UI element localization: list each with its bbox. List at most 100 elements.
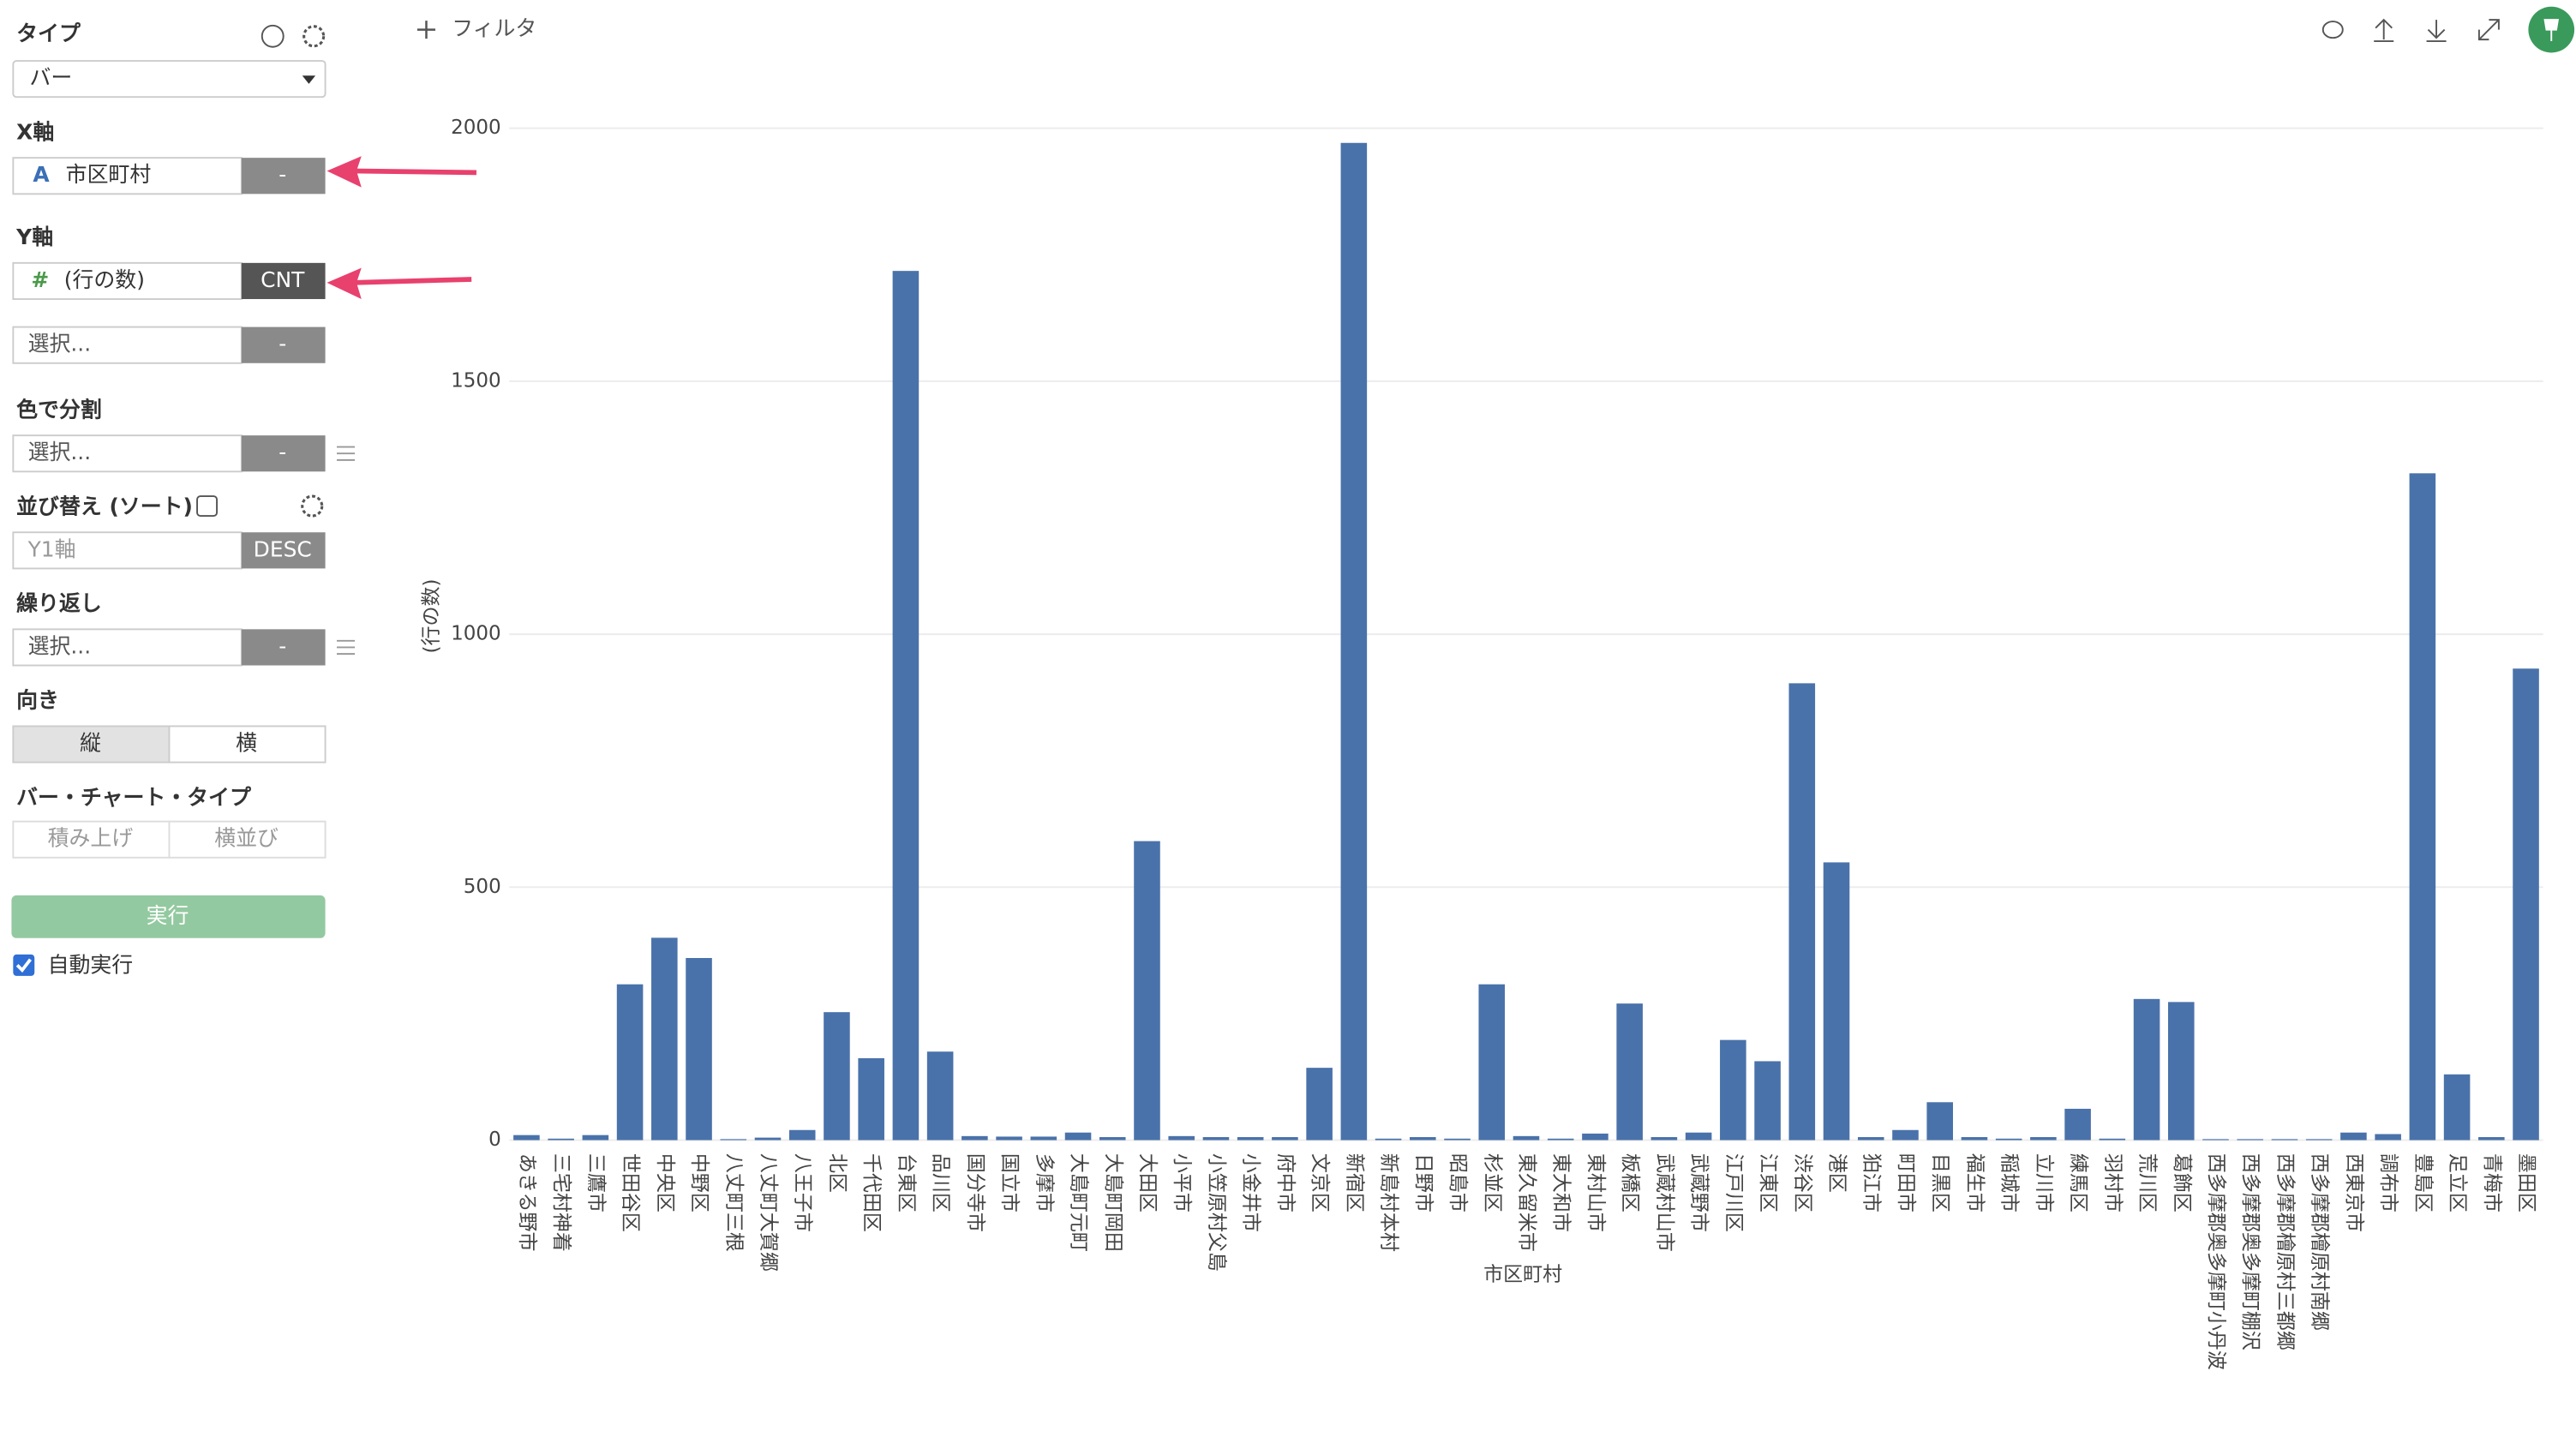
arrow-head <box>326 156 362 188</box>
x-agg-text: - <box>279 162 286 187</box>
x-tick-label: 豊島区 <box>2411 1153 2434 1212</box>
filter-button[interactable]: フィルタ <box>452 16 536 41</box>
share-icon[interactable] <box>2374 18 2394 42</box>
x-field[interactable] <box>12 157 243 195</box>
bar <box>1650 1137 1678 1141</box>
bar-type-option[interactable] <box>168 820 326 859</box>
orientation-label: 向き <box>16 688 59 713</box>
bar <box>2064 1108 2091 1141</box>
bar <box>1582 1133 1609 1141</box>
x-tick-label: 昭島市 <box>1447 1153 1469 1212</box>
bar <box>1168 1135 1195 1141</box>
bar <box>1616 1003 1643 1141</box>
repeat-field[interactable] <box>12 628 243 667</box>
x-tick-label: 東久留米市 <box>1515 1153 1537 1252</box>
toolbar: フィルタ <box>416 6 2575 53</box>
arrow <box>353 277 472 285</box>
bar <box>1547 1138 1574 1141</box>
x-tick-label: 世田谷区 <box>620 1153 642 1232</box>
bar <box>1823 862 1850 1141</box>
type-label: タイプ <box>16 21 81 45</box>
bar <box>824 1012 850 1141</box>
sort-order[interactable] <box>241 532 326 569</box>
repeat-agg[interactable] <box>241 629 326 666</box>
x-tick-label: 稲城市 <box>1998 1153 2021 1212</box>
x-agg[interactable] <box>241 158 326 195</box>
color-agg-text: - <box>279 440 286 464</box>
y-axis-label: Y軸 <box>15 225 53 249</box>
orientation-option[interactable] <box>168 725 326 763</box>
type-value: バー <box>30 65 73 90</box>
sort-settings-icon[interactable] <box>301 494 324 518</box>
x-tick-label: 荒川区 <box>2136 1153 2159 1212</box>
download-icon[interactable] <box>2426 20 2447 42</box>
bar <box>1202 1137 1230 1141</box>
x-tick-label: 港区 <box>1826 1153 1848 1193</box>
bar <box>2305 1139 2333 1141</box>
bar <box>2375 1134 2401 1141</box>
chart: 0 500 1000 1500 2000 (行の数) 市区町村 あきる野市 三宅村神着 三鷹市 世田… <box>421 117 2543 1370</box>
x-tick-label: 国立市 <box>998 1153 1021 1212</box>
x-tick-label: 練馬区 <box>2067 1153 2089 1212</box>
bar <box>1788 683 1816 1141</box>
bar <box>1375 1138 1402 1141</box>
x-tick-label: 大島町岡田 <box>1102 1153 1124 1252</box>
help-icon[interactable] <box>261 24 285 48</box>
color-field[interactable] <box>12 434 243 473</box>
bar <box>1064 1132 1092 1141</box>
menu-icon[interactable] <box>337 446 356 461</box>
x-tick-label: 多摩市 <box>1033 1153 1055 1212</box>
x-tick-label: あきる野市 <box>516 1153 538 1252</box>
bar <box>616 984 644 1141</box>
x-tick-label: 杉並区 <box>1481 1153 1503 1212</box>
orientation-text: 縦 <box>80 731 101 756</box>
y-agg[interactable] <box>241 262 326 300</box>
y-tick-label: 1500 <box>451 369 501 392</box>
x-tick-label: 中野区 <box>688 1153 710 1212</box>
expand-icon[interactable] <box>2477 19 2500 41</box>
y-field-text: (行の数) <box>64 267 145 292</box>
bar-type-option[interactable] <box>12 820 171 859</box>
bar <box>1030 1136 1057 1141</box>
x-tick-label: 小平市 <box>1171 1153 1193 1212</box>
x-tick-label: 羽村市 <box>2101 1153 2124 1212</box>
bar <box>2443 1074 2471 1141</box>
auto-run-checkbox[interactable] <box>13 954 35 976</box>
sort-checkbox[interactable] <box>196 495 219 518</box>
x-tick-label: 大田区 <box>1136 1153 1159 1212</box>
arrow <box>353 168 476 176</box>
menu-icon[interactable] <box>337 639 356 656</box>
y2-agg[interactable] <box>241 326 326 363</box>
color-agg[interactable] <box>241 435 326 472</box>
y-tick-label: 500 <box>464 876 501 898</box>
y2-field[interactable] <box>12 326 243 364</box>
bar <box>2030 1137 2057 1141</box>
x-field-text: 市区町村 <box>66 162 152 187</box>
x-tick-label: 江戸川区 <box>1722 1153 1745 1232</box>
bar <box>1513 1135 1540 1141</box>
x-tick-label: 西多摩郡奥多摩町小丹波 <box>2205 1153 2227 1370</box>
y2-agg-text: - <box>279 332 286 356</box>
bar <box>892 271 920 1141</box>
bar <box>651 937 678 1141</box>
bar <box>1237 1137 1264 1141</box>
bar-type-text: 横並び <box>214 826 279 851</box>
run-button[interactable] <box>11 895 326 938</box>
x-tick-label: 八丈町大賀郷 <box>757 1153 779 1272</box>
y-icon: # <box>31 267 49 292</box>
type-dropdown[interactable] <box>12 60 326 99</box>
bar <box>2133 998 2160 1141</box>
comment-icon[interactable] <box>2321 21 2344 39</box>
y-field[interactable] <box>12 261 243 300</box>
sort-label: 並び替え (ソート) <box>16 494 193 518</box>
bar <box>1995 1138 2022 1141</box>
bar <box>2237 1139 2264 1141</box>
settings-icon[interactable] <box>303 25 326 48</box>
x-tick-label: 中央区 <box>654 1153 676 1212</box>
bar <box>548 1138 574 1141</box>
x-tick-label: 東村山市 <box>1585 1153 1607 1232</box>
orientation-option[interactable] <box>12 725 171 763</box>
bar <box>1754 1061 1781 1141</box>
bar <box>720 1139 747 1141</box>
bar <box>1685 1132 1712 1141</box>
